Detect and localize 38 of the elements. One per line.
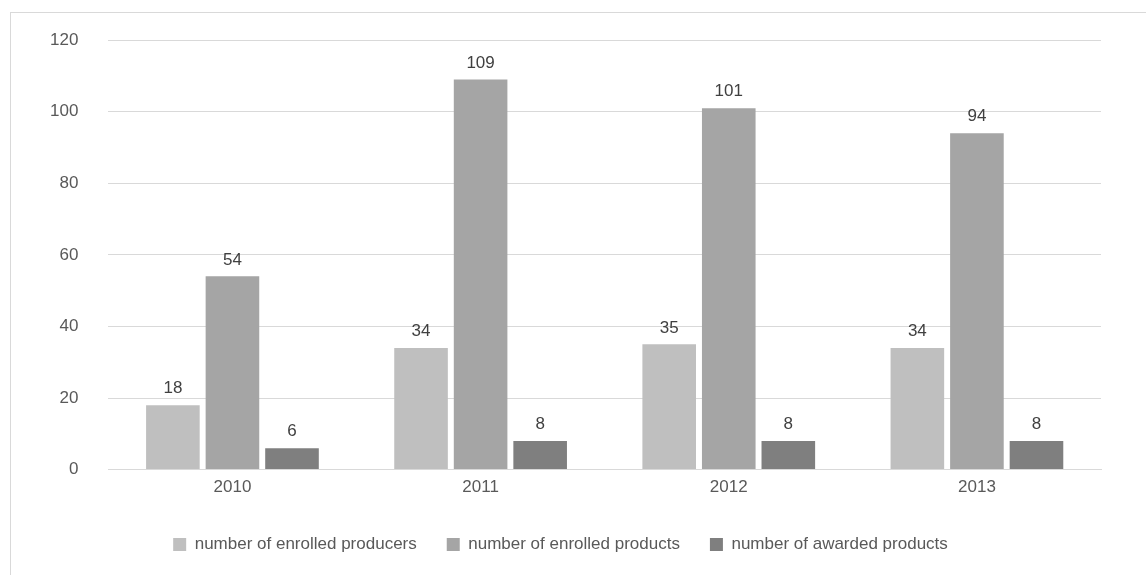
y-tick-label: 120	[49, 29, 79, 49]
data-label: 94	[967, 106, 987, 126]
x-tick-label: 2011	[462, 477, 499, 497]
y-tick-label: 0	[68, 459, 79, 479]
y-tick-label: 60	[59, 244, 79, 264]
bar	[642, 344, 696, 470]
data-label: 34	[907, 321, 927, 341]
legend-label: number of enrolled producers	[194, 534, 417, 554]
bar	[394, 347, 448, 470]
bar	[950, 133, 1004, 470]
bar	[890, 347, 945, 470]
data-label: 8	[783, 414, 794, 434]
legend-label: number of awarded products	[731, 534, 948, 554]
data-label: 109	[466, 52, 495, 72]
data-label: 35	[659, 317, 679, 337]
y-tick-label: 40	[59, 316, 79, 336]
data-label: 8	[535, 414, 545, 434]
bar	[205, 276, 260, 470]
bar	[1009, 440, 1064, 470]
data-label: 34	[411, 321, 431, 341]
data-label: 8	[1031, 414, 1042, 434]
y-tick-label: 100	[49, 101, 79, 121]
bar	[761, 440, 816, 470]
bar	[513, 440, 567, 470]
legend-label: number of enrolled products	[468, 534, 680, 554]
y-tick-label: 80	[59, 173, 79, 193]
bar	[146, 405, 200, 470]
data-label: 54	[222, 249, 242, 269]
x-tick-label: 2010	[213, 477, 252, 497]
bar	[453, 79, 508, 470]
data-label: 6	[287, 421, 297, 441]
data-label: 101	[714, 81, 743, 101]
bar	[265, 448, 319, 470]
x-tick-label: 2013	[958, 477, 996, 497]
x-tick-label: 2012	[709, 477, 748, 497]
data-label: 18	[163, 378, 183, 398]
bar	[701, 108, 756, 470]
y-tick-label: 20	[59, 387, 79, 407]
